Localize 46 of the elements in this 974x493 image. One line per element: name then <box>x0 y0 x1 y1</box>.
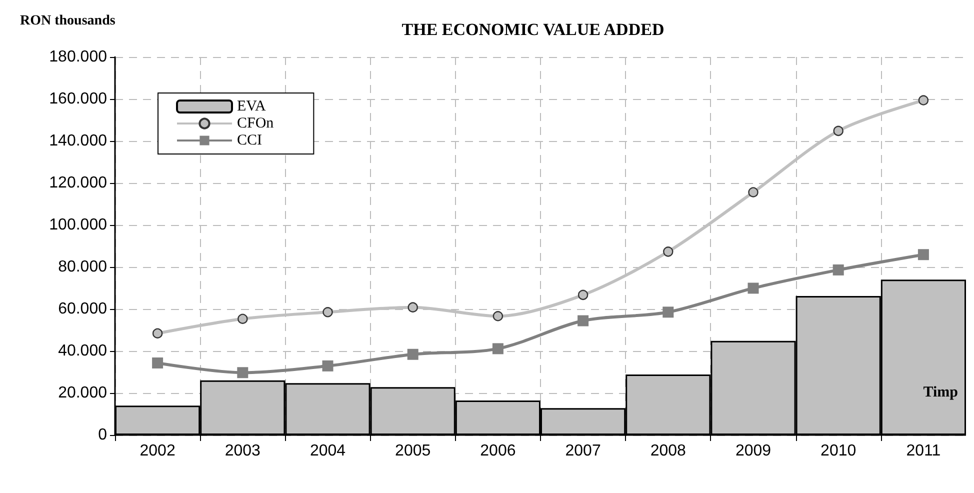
y-axis-title: RON thousands <box>20 14 116 28</box>
point <box>578 290 588 300</box>
y-tick-label: 140.000 <box>49 132 108 150</box>
point <box>918 95 929 106</box>
x-tick-label: 2004 <box>310 442 346 460</box>
x-tick-label: 2002 <box>140 442 176 460</box>
point <box>322 360 334 372</box>
point <box>152 328 163 338</box>
legend-label: EVA <box>237 98 266 114</box>
y-tick-label: 60.000 <box>58 300 108 318</box>
point <box>322 307 333 318</box>
y-tick-label: 20.000 <box>58 384 108 402</box>
legend-label: CCI <box>237 132 262 148</box>
point <box>578 315 589 326</box>
y-tick-label: 0 <box>98 426 108 444</box>
point <box>662 306 674 318</box>
x-tick-label: 2010 <box>820 442 856 460</box>
x-tick-label: 2003 <box>224 442 261 460</box>
x-tick-label: 2011 <box>906 442 941 460</box>
point <box>237 367 248 378</box>
y-tick-label: 80.000 <box>58 258 108 276</box>
legend-label: CFOn <box>237 116 274 132</box>
chart-title: THE ECONOMIC VALUE ADDED <box>402 20 664 39</box>
x-tick-label: 2006 <box>480 442 516 460</box>
point <box>918 249 929 260</box>
point <box>748 282 759 294</box>
x-tick-label: 2005 <box>395 442 431 460</box>
point <box>748 187 758 198</box>
x-tick-label: 2008 <box>650 442 686 460</box>
point <box>492 311 504 322</box>
point <box>238 314 248 324</box>
point <box>408 302 418 312</box>
point <box>663 246 674 257</box>
y-tick-label: 180.000 <box>49 48 108 66</box>
x-tick-label: 2009 <box>735 442 772 460</box>
point <box>152 357 164 368</box>
y-tick-label: 40.000 <box>58 342 108 360</box>
y-tick-label: 100.000 <box>49 216 108 234</box>
x-axis-title: Timp <box>923 384 958 400</box>
point <box>407 348 418 360</box>
point <box>832 264 844 276</box>
point <box>833 126 844 136</box>
y-tick-label: 160.000 <box>49 90 108 108</box>
point <box>492 343 504 354</box>
x-tick-label: 2007 <box>565 442 601 460</box>
y-tick-label: 120.000 <box>49 174 108 192</box>
